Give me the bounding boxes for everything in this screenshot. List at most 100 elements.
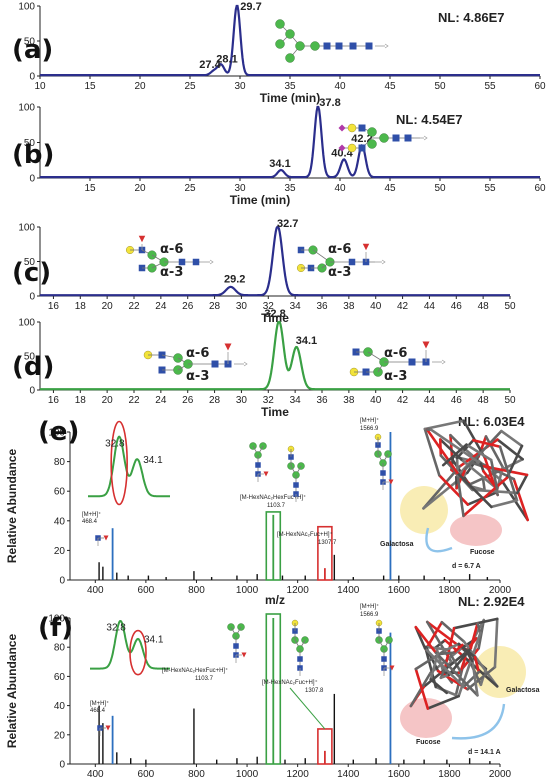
molecule-bond (471, 659, 479, 697)
x-tick-label: 42 (397, 301, 409, 312)
sialic-diamond-icon (338, 144, 346, 152)
x-tick-label: 44 (424, 301, 436, 312)
x-tick-label: 40 (370, 301, 382, 312)
x-tick-label: 36 (316, 395, 328, 406)
peak-label: 32.7 (277, 218, 298, 230)
inset-peak-label: 34.1 (143, 455, 163, 466)
panel-letter: (e) (38, 417, 79, 447)
glcnac-square-icon (408, 358, 416, 366)
molecule-bond (484, 435, 504, 469)
y-tick-label: 100 (48, 614, 65, 625)
x-axis-label: Time (261, 311, 289, 325)
inset-peak-label: 32.8 (106, 622, 126, 633)
nl-label: NL: 2.92E4 (458, 594, 525, 609)
highlight-box-green (265, 511, 282, 581)
y-tick-label: 0 (29, 292, 35, 303)
molecule-bond (469, 621, 479, 650)
panel-e: 400 600 800 1000 1200 1400 1600 1800 2000 0 20 40 60… (5, 414, 529, 607)
chromatogram-trace (40, 4, 540, 77)
glycan-structure-c-right: α-6 α-3 (297, 242, 386, 280)
glycan-structure-b (338, 123, 428, 153)
x-tick-label: 60 (534, 183, 546, 194)
x-axis-label: m/z (265, 593, 285, 607)
linkage-alpha3-label: α-3 (186, 369, 209, 384)
x-tick-label: 18 (75, 395, 87, 406)
x-tick-label: 48 (478, 301, 490, 312)
molecule-bond (473, 655, 481, 674)
galactose-highlight (474, 646, 526, 698)
x-tick-label: 28 (209, 301, 221, 312)
panel-b: 15 20 25 30 35 40 45 50 55 60 0 50 100 Time (min) 34.1… (12, 97, 546, 207)
linkage-alpha3-label: α-3 (328, 265, 351, 280)
peak-label: 42.2 (351, 133, 372, 145)
y-tick-label: 80 (54, 643, 66, 654)
x-tick-label: 24 (155, 395, 167, 406)
molecule-bond (409, 671, 432, 708)
peak-label: 40.4 (331, 147, 353, 159)
glcnac-square-icon (233, 643, 239, 649)
x-tick-label: 15 (84, 81, 96, 92)
mass-annotation-value: 1103.7 (195, 676, 214, 682)
y-tick-label: 20 (54, 730, 66, 741)
x-tick-label: 16 (48, 395, 60, 406)
mannose-circle-icon (275, 19, 285, 29)
peak-label: 27.4 (199, 59, 221, 71)
x-tick-label: 26 (182, 301, 194, 312)
molecule-bond (512, 477, 529, 522)
fucose-triangle-icon (362, 243, 370, 251)
x-tick-label: 46 (451, 395, 463, 406)
x-tick-label: 20 (102, 395, 114, 406)
molecule-bond (423, 427, 441, 477)
molecule-bond (414, 625, 438, 655)
molecule-sugar-label: Galactosa (380, 541, 414, 548)
molecule-bond (437, 473, 470, 506)
y-tick-label: 50 (24, 138, 36, 149)
mannose-circle-icon (295, 41, 305, 51)
molecule-distance-label: d = 6.7 A (452, 563, 481, 570)
x-tick-label: 1400 (337, 585, 360, 596)
glcnac-square-icon (192, 258, 200, 266)
chromatogram-trace (40, 225, 510, 297)
x-tick-label: 35 (284, 81, 296, 92)
x-tick-label: 1200 (287, 585, 310, 596)
molecule-bond (429, 428, 483, 465)
mass-annotation-value: 1566.9 (360, 426, 379, 432)
molecule-bond (498, 445, 519, 502)
highlight-box-green (265, 613, 282, 765)
x-tick-label: 50 (434, 183, 446, 194)
x-tick-label: 38 (343, 301, 355, 312)
glcnac-square-icon (365, 42, 373, 50)
molecule-bond (482, 469, 499, 490)
fucose-triangle-icon (422, 341, 430, 349)
mannose-circle-icon (367, 127, 377, 137)
mass-annotation-label: [M-HexNAc₂HexFuc+H]⁺ (240, 494, 306, 501)
x-tick-label: 600 (138, 585, 155, 596)
x-tick-label: 34 (290, 395, 302, 406)
x-tick-label: 50 (434, 81, 446, 92)
peak-label: 34.1 (269, 158, 290, 170)
molecule-bond (439, 673, 451, 680)
peak-label: 29.7 (240, 1, 261, 13)
molecule-bond (441, 443, 468, 467)
molecule-bond (468, 468, 504, 486)
molecule-bond (423, 647, 465, 689)
x-tick-label: 400 (87, 585, 104, 596)
y-tick-label: 100 (18, 223, 35, 234)
mannose-circle-icon (379, 133, 389, 143)
x-tick-label: 25 (184, 183, 196, 194)
x-tick-label: 16 (48, 301, 60, 312)
glcnac-square-icon (392, 134, 400, 142)
y-tick-label: 20 (54, 546, 66, 557)
y-axis-label: Relative Abundance (5, 449, 19, 564)
y-tick-label: 80 (54, 457, 66, 468)
molecule-bond (455, 471, 493, 509)
distance-arrow (425, 527, 453, 553)
x-tick-label: 22 (128, 301, 140, 312)
molecule-bond (466, 665, 497, 691)
x-tick-label: 30 (234, 81, 246, 92)
y-tick-label: 40 (54, 701, 66, 712)
molecule-bond (490, 498, 519, 509)
panel-letter: (b) (12, 140, 54, 170)
x-tick-label: 36 (316, 301, 328, 312)
panel-c: 16 18 20 22 24 26 28 30 32 34 36 38 40 42 44 46 48 50 0 50 1… (12, 218, 516, 325)
